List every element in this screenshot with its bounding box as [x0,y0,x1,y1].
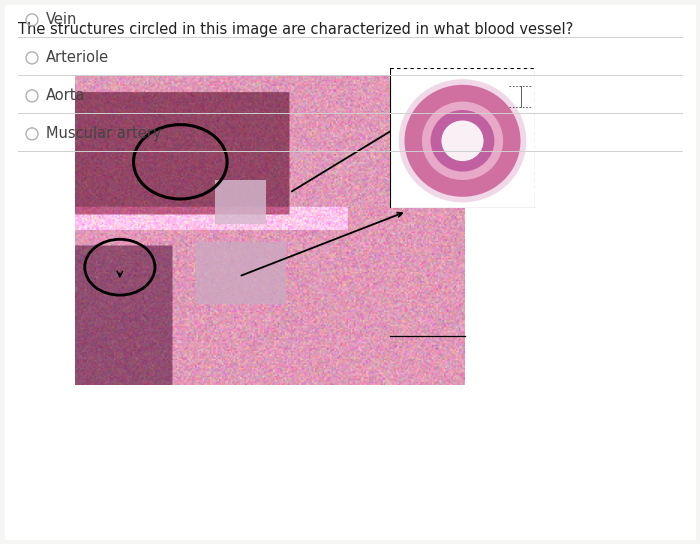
Bar [196,243,286,305]
Text: Muscular artery: Muscular artery [46,126,162,141]
Circle shape [399,79,526,202]
Text: Aorta: Aorta [46,88,85,103]
Circle shape [405,85,521,197]
Text: Arteriole: Arteriole [46,51,109,65]
Text: The structures circled in this image are characterized in what blood vessel?: The structures circled in this image are… [18,22,573,37]
Text: Vein: Vein [46,13,78,27]
Circle shape [422,102,503,180]
Circle shape [430,110,494,171]
Circle shape [441,120,484,162]
Bar [216,181,266,224]
